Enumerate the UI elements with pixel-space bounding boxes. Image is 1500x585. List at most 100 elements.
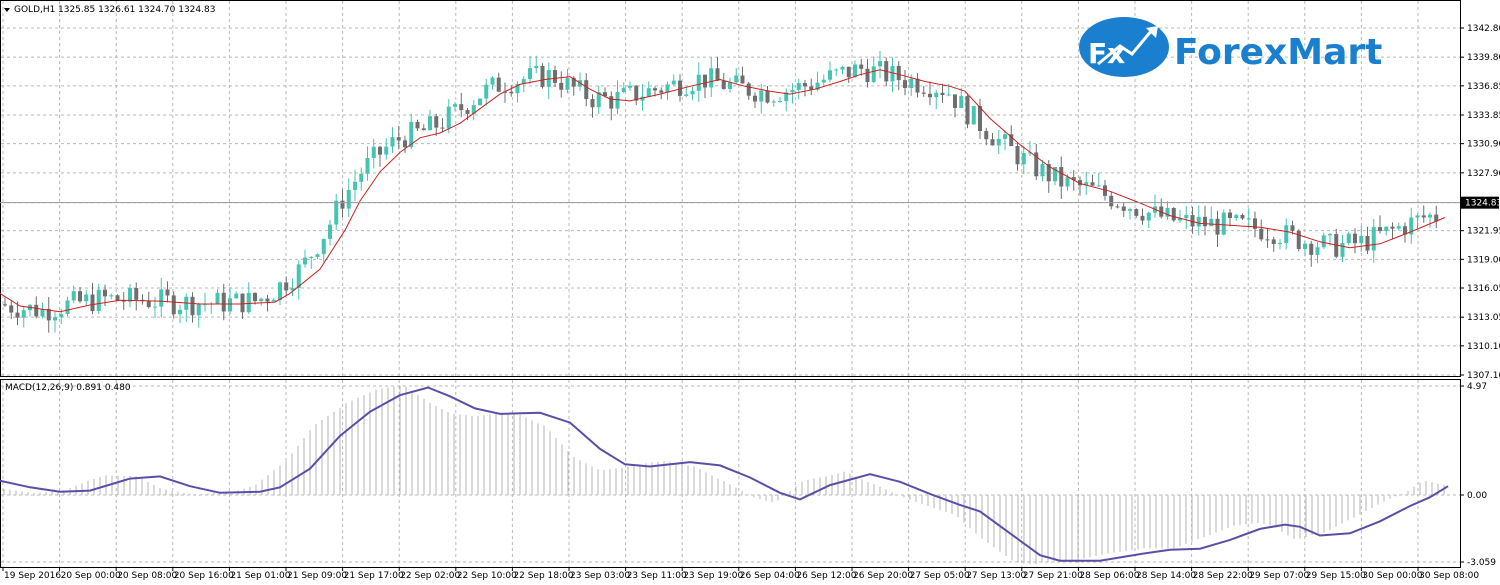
candle-body — [415, 121, 420, 129]
candle-body — [890, 65, 895, 82]
candle-body — [296, 264, 301, 288]
candle-body — [746, 83, 751, 96]
candle-body — [1046, 164, 1051, 182]
time-tick-label: 21 Sep 09:00 — [287, 571, 347, 581]
macd-tick-label: -3.059 — [1467, 558, 1496, 568]
candle-body — [1028, 152, 1032, 154]
candle-body — [528, 68, 532, 80]
time-tick-label: 28 Sep 06:00 — [1079, 571, 1139, 581]
candle-body — [1121, 206, 1126, 211]
candle-body — [1303, 243, 1307, 250]
candle-body — [596, 92, 601, 108]
candle-body — [934, 92, 939, 98]
candle-body — [684, 94, 689, 96]
candle-body — [690, 90, 695, 95]
candle-body — [1434, 214, 1439, 222]
dropdown-triangle-icon[interactable] — [4, 8, 10, 12]
candle-body — [665, 84, 670, 93]
candle-body — [709, 68, 714, 88]
candle-body — [334, 200, 339, 225]
candle-body — [778, 101, 782, 103]
candle-body — [1246, 218, 1251, 220]
time-tick-label: 29 Sep 07:00 — [1249, 571, 1309, 581]
candle-body — [715, 68, 720, 81]
candle-body — [1290, 225, 1295, 231]
candle-body — [1409, 217, 1414, 235]
candle-body — [1021, 153, 1026, 165]
candle-body — [678, 80, 682, 96]
candle-body — [1165, 207, 1170, 217]
candle-body — [196, 304, 201, 316]
candle-body — [940, 92, 945, 96]
candle-body — [384, 146, 389, 155]
candle-body — [340, 200, 345, 209]
candle-body — [278, 282, 282, 300]
candle-body — [671, 80, 676, 85]
candle-body — [603, 92, 607, 97]
candle-body — [565, 77, 570, 90]
candle-body — [628, 85, 632, 88]
candle-body — [1203, 216, 1207, 227]
candle-body — [121, 300, 126, 302]
candle-body — [1234, 215, 1239, 218]
candle-body — [546, 70, 551, 87]
candle-body — [803, 83, 807, 87]
candle-body — [259, 298, 264, 302]
candle-body — [615, 91, 620, 109]
candle-body — [390, 137, 395, 147]
candle-body — [46, 308, 51, 321]
candle-body — [840, 66, 845, 70]
candle-body — [1384, 226, 1389, 232]
price-axis: 1342.80 1339.80 1336.85 1333.85 1330.90 1327.… — [1460, 24, 1500, 381]
candle-body — [759, 90, 764, 102]
candle-body — [1096, 185, 1101, 187]
candle-body — [1215, 218, 1220, 235]
candle-body — [1034, 152, 1039, 177]
candle-body — [1346, 233, 1351, 244]
candle-body — [34, 304, 39, 317]
candle-body — [1140, 215, 1145, 221]
time-tick-label: 26 Sep 04:00 — [740, 571, 800, 581]
candle-body — [534, 65, 539, 69]
candle-body — [1315, 247, 1320, 255]
candle-body — [1190, 215, 1195, 227]
candle-body — [159, 289, 164, 307]
candle-body — [371, 146, 376, 158]
macd-histogram — [3, 385, 1445, 565]
candle-body — [353, 181, 357, 190]
candle-body — [178, 309, 182, 315]
candle-body — [265, 298, 270, 302]
candle-body — [909, 78, 914, 88]
candle-body — [540, 65, 545, 87]
candle-body — [90, 294, 95, 312]
time-tick-label: 26 Sep 20:00 — [853, 571, 913, 581]
candle-body — [71, 291, 76, 301]
macd-indicator-label: MACD(12,26,9) 0.891 0.480 — [5, 383, 131, 393]
moving-average-line — [0, 69, 1446, 313]
candle-body — [959, 96, 964, 108]
candle-body — [1196, 216, 1201, 227]
candle-body — [165, 289, 170, 296]
candle-body — [459, 104, 464, 111]
candle-body — [490, 77, 495, 85]
candle-body — [1328, 234, 1332, 236]
candle-body — [378, 146, 382, 155]
candle-body — [484, 84, 489, 99]
candle-body — [1253, 218, 1257, 229]
candle-body — [571, 77, 576, 87]
candle-body — [834, 69, 839, 71]
chart-header: GOLD,H1 1325.85 1326.61 1324.70 1324.83 — [4, 5, 215, 15]
candle-body — [440, 127, 445, 129]
candle-body — [821, 79, 826, 83]
price-panel-frame — [0, 0, 1461, 377]
candle-body — [1184, 215, 1189, 219]
candle-body — [134, 288, 139, 300]
candle-body — [915, 78, 920, 93]
candle-body — [971, 106, 976, 125]
candle-body — [896, 65, 901, 81]
logo-arrow-icon — [1097, 29, 1154, 66]
candlestick-series — [3, 51, 1439, 333]
candle-body — [478, 98, 482, 106]
